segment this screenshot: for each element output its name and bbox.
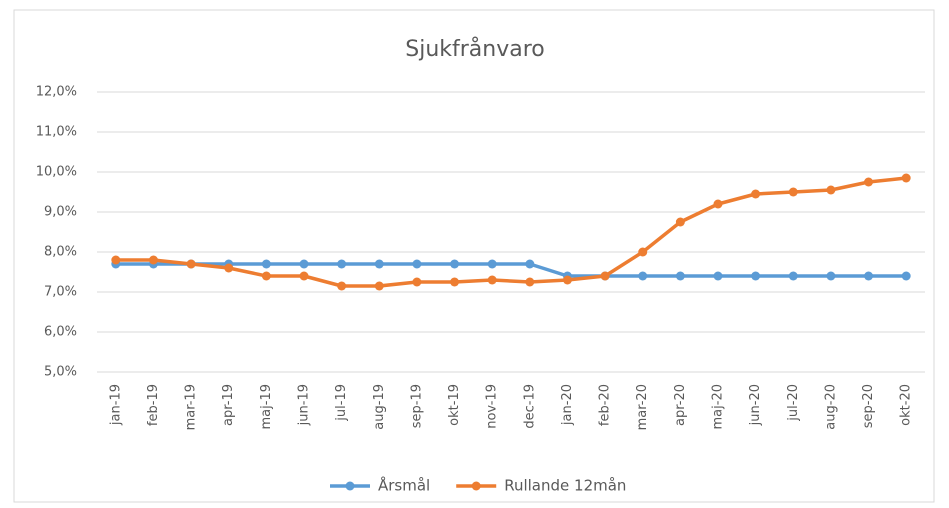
- data-point: [337, 259, 347, 269]
- x-tick-label: nov-19: [485, 384, 500, 429]
- x-tick-label: sep-20: [861, 384, 876, 428]
- data-point: [487, 259, 497, 269]
- y-tick-label: 11,0%: [36, 125, 77, 140]
- data-point: [675, 271, 685, 281]
- data-point: [374, 259, 384, 269]
- y-tick-label: 6,0%: [44, 325, 77, 340]
- y-tick-label: 12,0%: [36, 85, 77, 100]
- legend-marker: [471, 481, 481, 491]
- x-tick-label: jun-19: [297, 384, 312, 426]
- x-tick-label: jul-20: [786, 384, 801, 422]
- legend-label: Årsmål: [378, 476, 430, 495]
- data-point: [450, 277, 460, 287]
- data-point: [261, 271, 271, 281]
- x-tick-label: dec-19: [522, 384, 537, 429]
- data-point: [600, 271, 610, 281]
- y-tick-label: 8,0%: [44, 245, 77, 260]
- legend-marker: [345, 481, 355, 491]
- x-tick-label: sep-19: [409, 384, 424, 428]
- data-point: [186, 259, 196, 269]
- data-point: [299, 259, 309, 269]
- data-point: [412, 259, 422, 269]
- x-tick-label: maj-19: [259, 384, 274, 429]
- x-tick-label: apr-19: [221, 384, 236, 426]
- x-tick-label: mar-19: [184, 384, 199, 430]
- x-tick-label: okt-19: [447, 384, 462, 426]
- data-point: [299, 271, 309, 281]
- data-point: [751, 271, 761, 281]
- legend-label: Rullande 12mån: [504, 477, 626, 495]
- data-point: [224, 263, 234, 273]
- data-point: [525, 259, 535, 269]
- data-point: [788, 271, 798, 281]
- data-point: [713, 199, 723, 209]
- data-point: [751, 189, 761, 199]
- y-tick-label: 9,0%: [44, 205, 77, 220]
- series-line: [115, 262, 907, 278]
- data-point: [525, 277, 535, 287]
- x-tick-label: aug-19: [372, 384, 387, 430]
- y-tick-label: 5,0%: [44, 365, 77, 380]
- data-point: [261, 259, 271, 269]
- data-point: [638, 271, 648, 281]
- data-point: [148, 255, 158, 265]
- data-point: [450, 259, 460, 269]
- x-tick-label: jul-19: [334, 384, 349, 422]
- x-tick-label: feb-20: [598, 384, 613, 426]
- x-tick-label: jan-19: [108, 384, 123, 426]
- data-point: [826, 185, 836, 195]
- data-point: [111, 255, 121, 265]
- data-point: [412, 277, 422, 287]
- x-tick-label: jun-20: [748, 384, 763, 426]
- x-tick-label: feb-19: [146, 384, 161, 426]
- x-tick-label: maj-20: [711, 384, 726, 429]
- x-tick-label: okt-20: [899, 384, 914, 426]
- data-point: [337, 281, 347, 291]
- data-point: [864, 271, 874, 281]
- data-point: [638, 247, 648, 257]
- data-point: [826, 271, 836, 281]
- x-tick-label: aug-20: [823, 384, 838, 430]
- data-point: [864, 177, 874, 187]
- data-point: [901, 173, 911, 183]
- x-tick-label: jan-20: [560, 384, 575, 426]
- chart-title: Sjukfrånvaro: [405, 36, 545, 62]
- data-point: [487, 275, 497, 285]
- data-point: [562, 275, 572, 285]
- data-point: [901, 271, 911, 281]
- x-tick-label: apr-20: [673, 384, 688, 426]
- series-line: [115, 176, 907, 288]
- y-tick-label: 10,0%: [36, 165, 77, 180]
- data-point: [374, 281, 384, 291]
- data-point: [675, 217, 685, 227]
- data-point: [788, 187, 798, 197]
- y-tick-label: 7,0%: [44, 285, 77, 300]
- data-point: [713, 271, 723, 281]
- x-tick-label: mar-20: [635, 384, 650, 430]
